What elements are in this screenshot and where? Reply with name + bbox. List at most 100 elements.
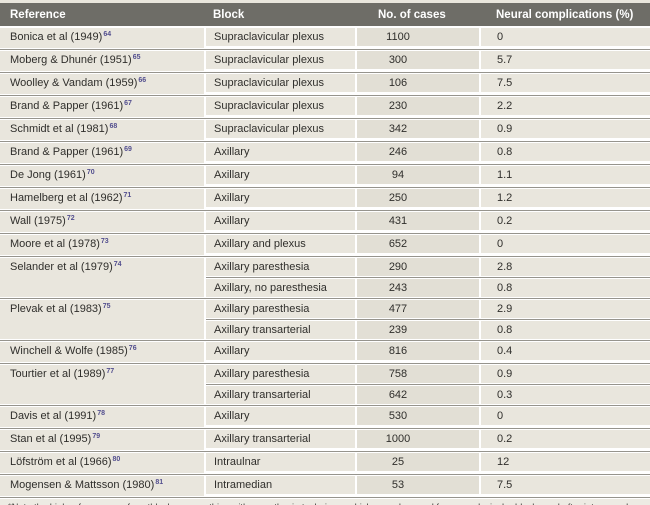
table-group: Plevak et al (1983)75 Axillary paresthes… bbox=[0, 300, 650, 339]
group-rows: Axillary 530 0 bbox=[206, 407, 650, 427]
reference-text: Mogensen & Mattsson (1980) bbox=[10, 479, 155, 491]
reference-cell: Hamelberg et al (1962)71 bbox=[0, 189, 204, 209]
cases-cell: 243 bbox=[357, 279, 479, 297]
table-row: Axillary, no paresthesia 243 0.8 bbox=[206, 279, 650, 297]
complications-cell: 0 bbox=[481, 407, 650, 425]
footnote: *Note the higher frequency of postblock … bbox=[0, 499, 650, 505]
complications-cell: 0.9 bbox=[481, 365, 650, 383]
cases-cell: 1100 bbox=[357, 28, 479, 46]
reference-cell: Woolley & Vandam (1959)66 bbox=[0, 74, 204, 94]
reference-text: Woolley & Vandam (1959) bbox=[10, 77, 138, 89]
group-separator bbox=[0, 186, 650, 189]
block-cell: Axillary bbox=[206, 342, 355, 360]
reference-cell: Mogensen & Mattsson (1980)81 bbox=[0, 476, 204, 496]
reference-cell: Winchell & Wolfe (1985)76 bbox=[0, 342, 204, 362]
reference-cell: Moberg & Dhunér (1951)65 bbox=[0, 51, 204, 71]
cases-cell: 53 bbox=[357, 476, 479, 494]
cases-cell: 758 bbox=[357, 365, 479, 383]
table-group: Bonica et al (1949)64 Supraclavicular pl… bbox=[0, 28, 650, 48]
table-row: Axillary 250 1.2 bbox=[206, 189, 650, 207]
table-group: Davis et al (1991)78 Axillary 530 0 bbox=[0, 407, 650, 427]
table-row: Axillary transarterial 642 0.3 bbox=[206, 386, 650, 404]
group-rows: Axillary paresthesia 758 0.9 Axillary tr… bbox=[206, 365, 650, 404]
cases-cell: 1000 bbox=[357, 430, 479, 448]
group-separator bbox=[0, 473, 650, 476]
column-header-reference: Reference bbox=[10, 8, 66, 21]
block-cell: Supraclavicular plexus bbox=[206, 120, 355, 138]
group-separator bbox=[0, 450, 650, 453]
group-separator bbox=[0, 48, 650, 51]
complications-cell: 0.8 bbox=[481, 143, 650, 161]
table-row: Intraulnar 25 12 bbox=[206, 453, 650, 471]
block-cell: Axillary paresthesia bbox=[206, 365, 355, 383]
subrow-separator bbox=[206, 383, 650, 386]
complications-cell: 1.2 bbox=[481, 189, 650, 207]
cases-cell: 106 bbox=[357, 74, 479, 92]
reference-citation-superscript: 69 bbox=[124, 146, 132, 153]
complications-cell: 0.9 bbox=[481, 120, 650, 138]
table-group: Winchell & Wolfe (1985)76 Axillary 816 0… bbox=[0, 342, 650, 362]
group-separator bbox=[0, 339, 650, 342]
table-row: Axillary 246 0.8 bbox=[206, 143, 650, 161]
block-cell: Axillary transarterial bbox=[206, 430, 355, 448]
table-body: Bonica et al (1949)64 Supraclavicular pl… bbox=[0, 28, 650, 496]
table-row: Axillary transarterial 239 0.8 bbox=[206, 321, 650, 339]
block-cell: Intraulnar bbox=[206, 453, 355, 471]
reference-citation-superscript: 65 bbox=[132, 54, 141, 61]
block-cell: Supraclavicular plexus bbox=[206, 28, 355, 46]
footnote-text-start: *Note the higher frequency of postblock … bbox=[8, 501, 628, 505]
reference-cell: Selander et al (1979)74 bbox=[0, 258, 204, 297]
block-cell: Axillary bbox=[206, 166, 355, 184]
group-rows: Supraclavicular plexus 230 2.2 bbox=[206, 97, 650, 117]
table-row: Axillary paresthesia 758 0.9 bbox=[206, 365, 650, 383]
table-group: Schmidt et al (1981)68 Supraclavicular p… bbox=[0, 120, 650, 140]
group-rows: Axillary 94 1.1 bbox=[206, 166, 650, 186]
reference-cell: Tourtier et al (1989)77 bbox=[0, 365, 204, 404]
reference-text: De Jong (1961) bbox=[10, 169, 86, 181]
reference-citation-superscript: 64 bbox=[103, 31, 112, 38]
group-separator bbox=[0, 427, 650, 430]
table-group: Brand & Papper (1961)67 Supraclavicular … bbox=[0, 97, 650, 117]
table-row: Intramedian 53 7.5 bbox=[206, 476, 650, 494]
table-header-row: Reference Block No. of cases Neural comp… bbox=[0, 3, 650, 26]
group-separator bbox=[0, 209, 650, 212]
reference-text: Stan et al (1995) bbox=[10, 433, 92, 445]
column-header-cases: No. of cases bbox=[378, 8, 446, 21]
complications-cell: 2.2 bbox=[481, 97, 650, 115]
complications-cell: 0.2 bbox=[481, 212, 650, 230]
table-group: Löfström et al (1966)80 Intraulnar 25 12 bbox=[0, 453, 650, 473]
group-rows: Supraclavicular plexus 300 5.7 bbox=[206, 51, 650, 71]
block-cell: Supraclavicular plexus bbox=[206, 97, 355, 115]
group-separator bbox=[0, 94, 650, 97]
table-row: Axillary and plexus 652 0 bbox=[206, 235, 650, 253]
reference-citation-superscript: 70 bbox=[86, 169, 95, 176]
complications-cell: 0.2 bbox=[481, 430, 650, 448]
cases-cell: 642 bbox=[357, 386, 479, 404]
group-rows: Supraclavicular plexus 106 7.5 bbox=[206, 74, 650, 94]
reference-text: Tourtier et al (1989) bbox=[10, 368, 106, 380]
reference-citation-superscript: 71 bbox=[123, 192, 132, 199]
group-rows: Axillary paresthesia 290 2.8 Axillary, n… bbox=[206, 258, 650, 297]
block-cell: Axillary bbox=[206, 143, 355, 161]
group-rows: Axillary paresthesia 477 2.9 Axillary tr… bbox=[206, 300, 650, 339]
group-rows: Axillary transarterial 1000 0.2 bbox=[206, 430, 650, 450]
group-separator bbox=[0, 163, 650, 166]
cases-cell: 652 bbox=[357, 235, 479, 253]
reference-citation-superscript: 67 bbox=[124, 100, 132, 107]
complications-cell: 2.8 bbox=[481, 258, 650, 276]
reference-cell: Schmidt et al (1981)68 bbox=[0, 120, 204, 140]
group-separator bbox=[0, 71, 650, 74]
group-rows: Axillary and plexus 652 0 bbox=[206, 235, 650, 255]
table-group: Wall (1975)72 Axillary 431 0.2 bbox=[0, 212, 650, 232]
reference-cell: Davis et al (1991)78 bbox=[0, 407, 204, 427]
reference-cell: Löfström et al (1966)80 bbox=[0, 453, 204, 473]
table-row: Axillary transarterial 1000 0.2 bbox=[206, 430, 650, 448]
subrow-separator bbox=[206, 276, 650, 279]
complications-cell: 5.7 bbox=[481, 51, 650, 69]
group-separator bbox=[0, 404, 650, 407]
cases-cell: 94 bbox=[357, 166, 479, 184]
cases-cell: 239 bbox=[357, 321, 479, 339]
reference-text: Selander et al (1979) bbox=[10, 261, 113, 273]
table-group: Woolley & Vandam (1959)66 Supraclavicula… bbox=[0, 74, 650, 94]
